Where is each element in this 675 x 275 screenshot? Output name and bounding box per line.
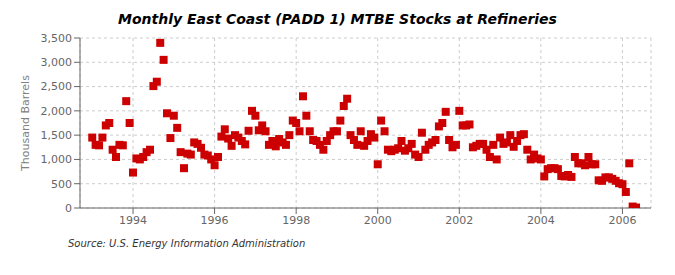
svg-text:2004: 2004 — [527, 214, 555, 227]
svg-text:1996: 1996 — [201, 214, 229, 227]
svg-text:2,500: 2,500 — [41, 80, 73, 93]
svg-text:0: 0 — [65, 202, 72, 215]
svg-text:1994: 1994 — [119, 214, 147, 227]
svg-text:1,000: 1,000 — [41, 153, 73, 166]
svg-text:2000: 2000 — [364, 214, 392, 227]
html-text:Source: U.S. Energy Informatio: Source: U.S. Energy Information Administ… — [68, 238, 306, 249]
svg-text:2,000: 2,000 — [41, 105, 73, 118]
html-text:Monthly East Coast (PADD 1) MT: Monthly East Coast (PADD 1) MTBE Stocks … — [118, 11, 557, 27]
svg-text:Thousand Barrels: Thousand Barrels — [19, 75, 32, 172]
svg-text:1998: 1998 — [282, 214, 310, 227]
svg-text:2006: 2006 — [608, 214, 636, 227]
svg-text:500: 500 — [51, 178, 72, 191]
svg-text:2002: 2002 — [445, 214, 473, 227]
svg-text:1,500: 1,500 — [41, 129, 73, 142]
svg-text:3,000: 3,000 — [41, 56, 73, 69]
svg-text:3,500: 3,500 — [41, 32, 73, 45]
